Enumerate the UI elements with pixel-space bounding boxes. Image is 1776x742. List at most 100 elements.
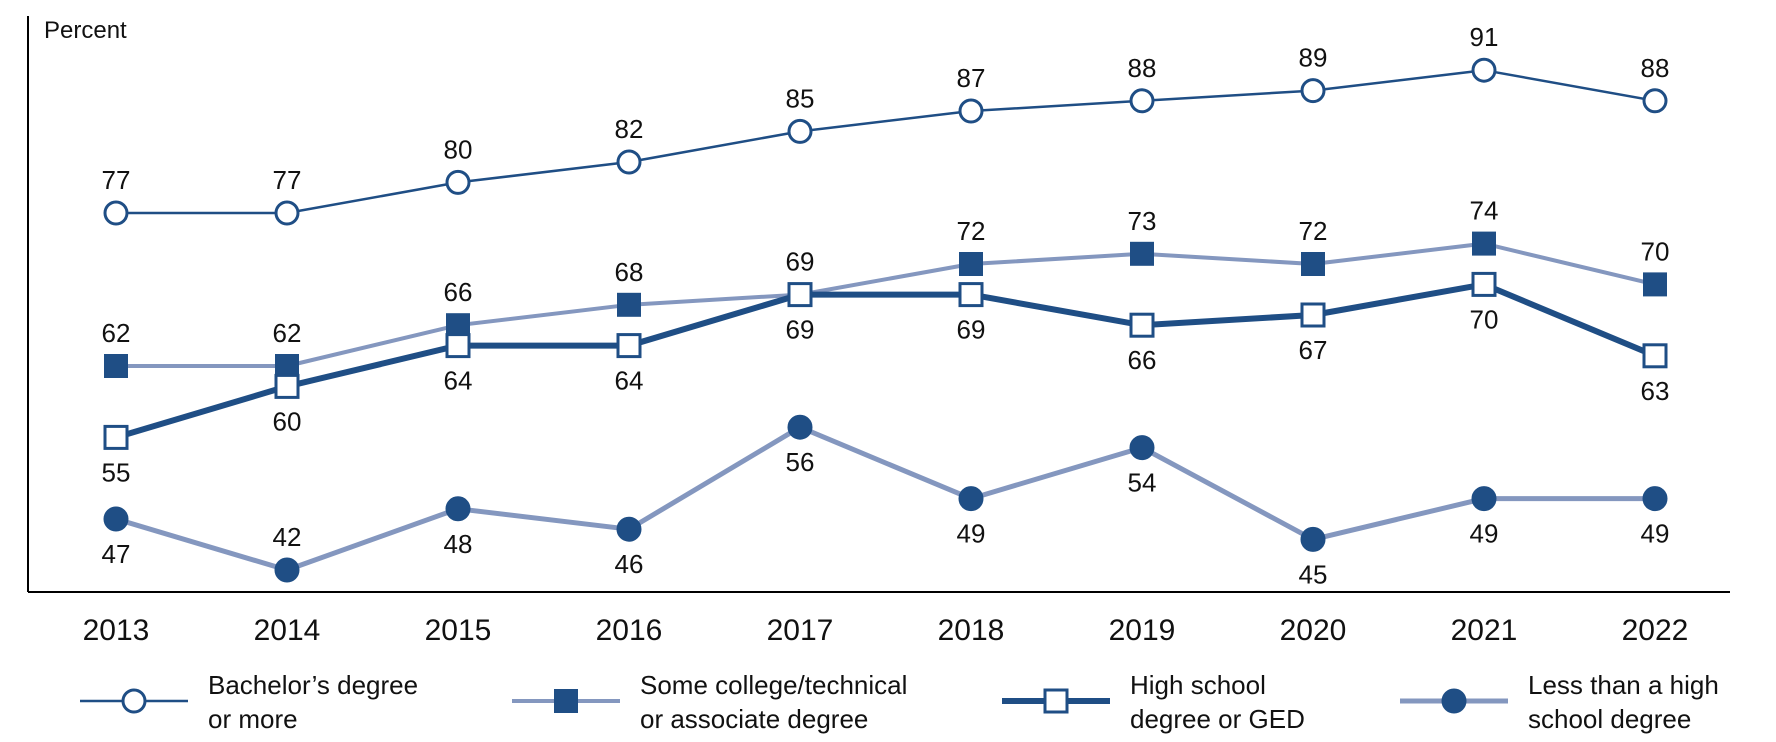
legend-item-1: Some college/technical or associate degre… bbox=[512, 670, 907, 734]
series-line bbox=[115, 424, 1655, 573]
data-label: 87 bbox=[957, 63, 986, 93]
data-point bbox=[1300, 302, 1326, 328]
data-point bbox=[1300, 78, 1326, 104]
data-label: 64 bbox=[444, 366, 473, 396]
data-label: 82 bbox=[615, 114, 644, 144]
data-label: 55 bbox=[102, 457, 131, 487]
data-point bbox=[1642, 343, 1668, 369]
data-point bbox=[1471, 271, 1497, 297]
data-label: 54 bbox=[1128, 468, 1157, 498]
data-point bbox=[958, 98, 984, 124]
data-point bbox=[1472, 231, 1496, 256]
x-tick-label: 2018 bbox=[938, 614, 1005, 647]
data-label: 45 bbox=[1299, 559, 1328, 589]
legend-label: Less than a high bbox=[1528, 670, 1719, 700]
data-point bbox=[1642, 88, 1668, 114]
data-label: 69 bbox=[786, 315, 815, 345]
data-point bbox=[1130, 241, 1154, 266]
data-label: 69 bbox=[957, 315, 986, 345]
data-label: 68 bbox=[615, 257, 644, 287]
legend-label: or more bbox=[208, 704, 298, 734]
data-label: 46 bbox=[615, 549, 644, 579]
data-label: 91 bbox=[1470, 22, 1499, 52]
data-point bbox=[1643, 272, 1667, 297]
data-point bbox=[103, 506, 129, 532]
data-point bbox=[787, 282, 813, 308]
data-label: 88 bbox=[1641, 53, 1670, 83]
data-label: 72 bbox=[1299, 216, 1328, 246]
data-label: 77 bbox=[102, 165, 131, 195]
x-tick-label: 2013 bbox=[83, 614, 150, 647]
data-point bbox=[274, 373, 300, 399]
data-label: 74 bbox=[1470, 196, 1499, 226]
legend-label: school degree bbox=[1528, 704, 1691, 734]
data-label: 88 bbox=[1128, 53, 1157, 83]
data-label: 66 bbox=[444, 277, 473, 307]
data-point bbox=[616, 149, 642, 175]
data-label: 89 bbox=[1299, 43, 1328, 73]
x-tick-label: 2020 bbox=[1280, 614, 1347, 647]
series-2: 55 60 64 64 69 69 66 67 70 63 bbox=[102, 271, 1670, 487]
data-label: 77 bbox=[273, 165, 302, 195]
data-label: 85 bbox=[786, 83, 815, 113]
data-label: 66 bbox=[1128, 345, 1157, 375]
data-point bbox=[1129, 435, 1155, 461]
data-point bbox=[1471, 57, 1497, 83]
legend-swatch-marker bbox=[554, 689, 578, 713]
data-label: 64 bbox=[615, 366, 644, 396]
data-label: 42 bbox=[273, 522, 302, 552]
data-point bbox=[617, 292, 641, 317]
legend-label: or associate degree bbox=[640, 704, 868, 734]
data-point bbox=[787, 118, 813, 144]
x-tick-labels: 2013 2014 2015 2016 2017 2018 2019 2020 2021 2022 bbox=[83, 614, 1689, 647]
data-label: 49 bbox=[957, 519, 986, 549]
data-label: 63 bbox=[1641, 376, 1670, 406]
data-label: 70 bbox=[1470, 304, 1499, 334]
data-point bbox=[958, 282, 984, 308]
data-point bbox=[1300, 526, 1326, 552]
data-label: 67 bbox=[1299, 335, 1328, 365]
data-point bbox=[959, 252, 983, 276]
data-point bbox=[274, 200, 300, 226]
data-label: 49 bbox=[1641, 519, 1670, 549]
x-tick-label: 2015 bbox=[425, 614, 492, 647]
data-point bbox=[958, 486, 984, 512]
data-label: 56 bbox=[786, 447, 815, 477]
data-point bbox=[1129, 312, 1155, 338]
legend: Bachelor’s degree or more Some college/tec… bbox=[80, 670, 1719, 734]
series-line bbox=[116, 68, 1656, 215]
series-line bbox=[116, 241, 1656, 368]
legend-label: High school bbox=[1130, 670, 1266, 700]
data-label: 60 bbox=[273, 406, 302, 436]
data-label: 80 bbox=[444, 134, 473, 164]
legend-label: Bachelor’s degree bbox=[208, 670, 418, 700]
series-layer: 77 77 80 82 85 87 88 89 91 88 62 62 66 68 69 72 73 72 74 70… bbox=[102, 22, 1670, 589]
data-point bbox=[445, 333, 471, 359]
data-label: 73 bbox=[1128, 206, 1157, 236]
x-tick-label: 2021 bbox=[1451, 614, 1518, 647]
data-label: 48 bbox=[444, 529, 473, 559]
legend-swatch-marker bbox=[1043, 688, 1069, 714]
legend-item-0: Bachelor’s degree or more bbox=[80, 670, 418, 734]
data-point bbox=[616, 516, 642, 542]
data-label: 47 bbox=[102, 539, 131, 569]
data-point bbox=[787, 414, 813, 440]
x-tick-label: 2016 bbox=[596, 614, 663, 647]
series-line bbox=[115, 281, 1657, 441]
data-point bbox=[1471, 486, 1497, 512]
data-label: 69 bbox=[786, 247, 815, 277]
series-0: 77 77 80 82 85 87 88 89 91 88 bbox=[102, 22, 1670, 226]
legend-label: Some college/technical bbox=[640, 670, 907, 700]
x-tick-label: 2014 bbox=[254, 614, 321, 647]
data-label: 62 bbox=[273, 318, 302, 348]
data-label: 70 bbox=[1641, 236, 1670, 266]
series-1: 62 62 66 68 69 72 73 72 74 70 bbox=[102, 196, 1670, 378]
x-tick-label: 2019 bbox=[1109, 614, 1176, 647]
data-label: 72 bbox=[957, 216, 986, 246]
x-tick-label: 2017 bbox=[767, 614, 834, 647]
data-label: 49 bbox=[1470, 519, 1499, 549]
legend-item-2: High school degree or GED bbox=[1002, 670, 1305, 734]
data-point bbox=[1129, 88, 1155, 114]
data-point bbox=[274, 557, 300, 583]
legend-swatch-marker bbox=[1441, 688, 1467, 714]
